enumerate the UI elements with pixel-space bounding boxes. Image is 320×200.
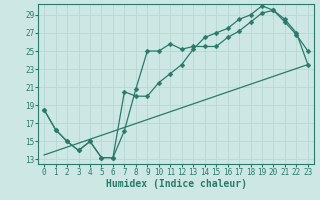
X-axis label: Humidex (Indice chaleur): Humidex (Indice chaleur) — [106, 179, 246, 189]
